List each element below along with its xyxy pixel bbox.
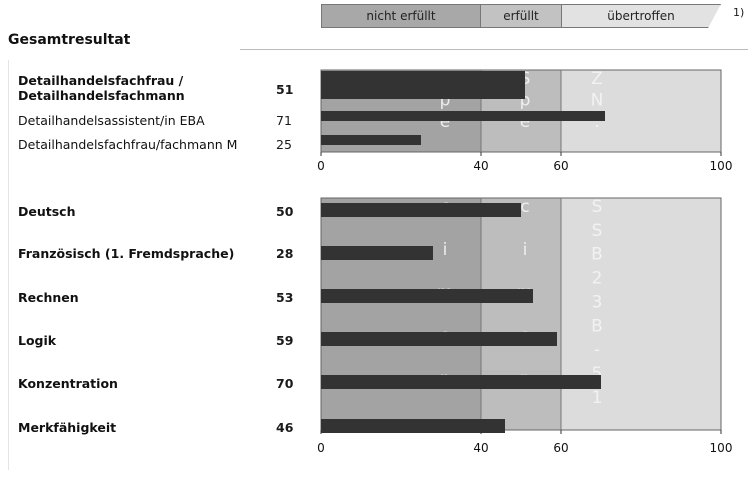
chart2-value-2: 53 <box>276 290 294 305</box>
chart1-bar-2 <box>321 135 421 145</box>
chart2-tick-label-2: 60 <box>553 441 568 455</box>
tab-nicht-erfuellt: nicht erfüllt <box>321 4 481 28</box>
watermark-glyph: 2 <box>592 269 603 289</box>
chart1-tick-label-0: 0 <box>317 159 325 173</box>
watermark-glyph: c <box>520 197 529 217</box>
chart1-tick-label-1: 40 <box>473 159 488 173</box>
watermark-glyph: p <box>520 91 531 111</box>
chart2-value-3: 59 <box>276 333 294 348</box>
left-border <box>8 60 9 470</box>
chart1-value-2: 25 <box>276 137 292 152</box>
chart2-bar-0 <box>321 203 521 217</box>
watermark-glyph: p <box>440 91 451 111</box>
watermark-glyph: : <box>594 112 600 132</box>
chart2-bar-4 <box>321 375 601 389</box>
chart2-bar-3 <box>321 332 557 346</box>
watermark-glyph: B <box>591 316 603 336</box>
chart2-label-0: Deutsch <box>18 204 76 219</box>
section-divider <box>240 49 748 50</box>
footnote-marker: 1) <box>733 6 745 19</box>
chart2-tick-label-3: 100 <box>710 441 733 455</box>
chart2-zone-0 <box>321 198 481 430</box>
chart2-tick-label-1: 40 <box>473 441 488 455</box>
chart2-value-4: 70 <box>276 376 294 391</box>
watermark-glyph: S <box>592 221 603 241</box>
chart1-label-1: Detailhandelsassistent/in EBA <box>18 113 205 128</box>
watermark-glyph: N <box>591 91 604 111</box>
chart1-bar-0 <box>321 71 525 99</box>
chart2-zone-1 <box>481 198 561 430</box>
chart1-bar-1 <box>321 111 605 121</box>
watermark-glyph: é <box>520 112 530 132</box>
chart2-value-5: 46 <box>276 420 294 435</box>
chart2-label-5: Merkfähigkeit <box>18 420 117 435</box>
watermark-glyph: 5 <box>592 364 603 384</box>
chart2-frame <box>320 197 722 431</box>
chart2-label-1: Französisch (1. Fremdsprache) <box>18 246 235 261</box>
chart1-value-0: 51 <box>276 82 294 97</box>
chart2-label-2: Rechnen <box>18 290 79 305</box>
chart2-value-1: 28 <box>276 246 294 261</box>
watermark-glyph: Z <box>591 69 603 89</box>
tab-erfuellt: erfüllt <box>480 4 562 28</box>
chart2-bar-5 <box>321 419 505 433</box>
watermark-glyph: é <box>440 112 450 132</box>
chart2-tick-label-0: 0 <box>317 441 325 455</box>
chart2-bar-1 <box>321 246 433 260</box>
chart2-label-3: Logik <box>18 333 57 348</box>
chart2-label-4: Konzentration <box>18 376 118 391</box>
chart1-label-2: Detailhandelsfachfrau/fachmann M <box>18 137 238 152</box>
tab-uebertroffen: übertroffen <box>561 4 721 28</box>
chart1-value-1: 71 <box>276 113 292 128</box>
chart2-zone-2 <box>561 198 721 430</box>
watermark-glyph: 1 <box>592 388 603 408</box>
watermark-glyph: i <box>523 240 528 260</box>
chart1-label-0: Detailhandelsfachfrau / Detailhandelsfac… <box>18 73 185 103</box>
watermark-glyph: S <box>592 197 603 217</box>
watermark-glyph: B <box>591 245 603 265</box>
watermark-glyph: 3 <box>592 292 603 312</box>
chart1-tick-label-2: 60 <box>553 159 568 173</box>
watermark-glyph: - <box>594 340 600 360</box>
chart2-bar-2 <box>321 289 533 303</box>
watermark-glyph: i <box>443 240 448 260</box>
chart2-value-0: 50 <box>276 204 294 219</box>
section-title: Gesamtresultat <box>8 32 131 48</box>
chart1-tick-label-3: 100 <box>710 159 733 173</box>
